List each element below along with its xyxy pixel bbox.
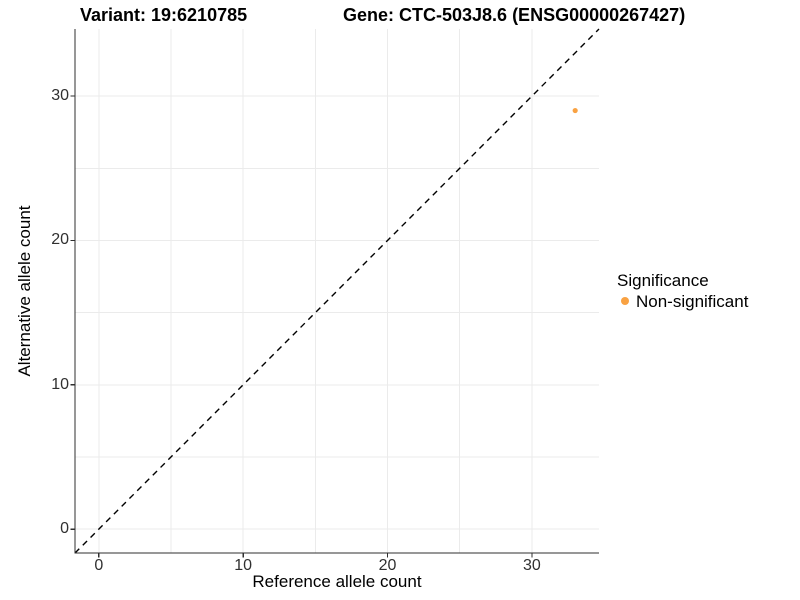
x-tick-label: 30 xyxy=(522,557,541,574)
x-tick-label: 20 xyxy=(378,557,397,574)
y-tick-label: 10 xyxy=(51,375,69,393)
x-tick-label: 10 xyxy=(234,557,253,574)
legend-title: Significance xyxy=(617,271,709,290)
plot-title-variant: Variant: 19:6210785 xyxy=(80,5,248,25)
data-point xyxy=(572,107,578,114)
legend-key-circle-icon xyxy=(621,297,629,305)
y-tick-label: 0 xyxy=(60,520,69,538)
x-tick-label: 0 xyxy=(94,557,104,574)
y-tick-label: 30 xyxy=(51,87,69,105)
y-axis-title: Alternative allele count xyxy=(15,205,34,377)
identity-dashed-line xyxy=(74,28,600,554)
plot-title-gene: Gene: CTC-503J8.6 (ENSG00000267427) xyxy=(343,5,686,25)
legend-item-label: Non-significant xyxy=(636,292,749,311)
x-axis-title: Reference allele count xyxy=(252,572,422,591)
y-tick-label: 20 xyxy=(51,231,69,249)
